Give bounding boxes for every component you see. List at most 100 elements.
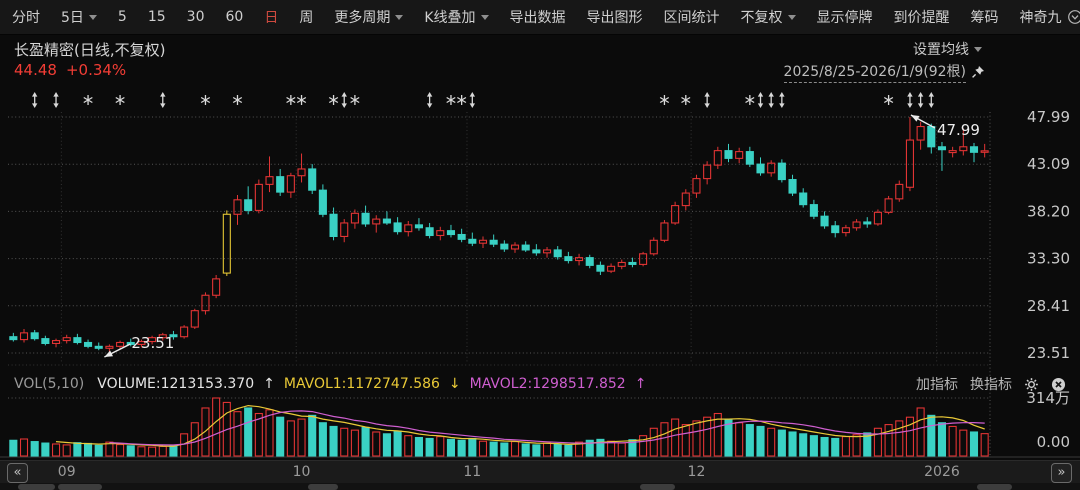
candle[interactable] (478, 236, 488, 249)
volume-bar[interactable] (617, 442, 626, 457)
dividend-star-marker[interactable] (745, 95, 755, 105)
candle[interactable] (276, 168, 285, 196)
volume-bar[interactable] (201, 407, 210, 457)
volume-bar[interactable] (19, 438, 29, 457)
tab-15min[interactable]: 15 (147, 9, 166, 25)
candle[interactable] (959, 128, 968, 156)
candle[interactable] (233, 194, 242, 225)
volume-bar[interactable] (393, 430, 402, 457)
candle[interactable] (244, 186, 253, 215)
button-range-stats[interactable]: 区间统计 (663, 10, 720, 26)
candle[interactable] (329, 207, 338, 241)
volume-bar[interactable] (105, 441, 114, 457)
scrollbar-segment[interactable] (977, 484, 1012, 490)
announcement-updown-marker[interactable] (53, 92, 59, 108)
candle[interactable] (414, 218, 423, 231)
volume-bar[interactable] (308, 414, 317, 457)
dividend-star-marker[interactable] (200, 95, 211, 105)
volume-bar[interactable] (372, 431, 381, 457)
candle[interactable] (404, 221, 413, 237)
candle[interactable] (510, 242, 520, 253)
candle[interactable] (190, 308, 199, 329)
candle[interactable] (222, 210, 231, 276)
volume-bar[interactable] (596, 438, 605, 457)
candle[interactable] (852, 219, 861, 231)
ma-settings-button[interactable]: 设置均线 (913, 39, 982, 59)
volume-bar[interactable] (628, 439, 637, 457)
volume-bar[interactable] (575, 441, 584, 457)
scrollbar-segment[interactable] (18, 484, 55, 490)
volume-bar[interactable] (478, 440, 488, 457)
volume-bar[interactable] (148, 446, 157, 457)
button-chips[interactable]: 筹码 (970, 10, 999, 26)
volume-bar[interactable] (361, 426, 370, 457)
candle[interactable] (297, 153, 306, 183)
candle[interactable] (713, 146, 722, 169)
candle[interactable] (532, 244, 541, 256)
announcement-updown-marker[interactable] (704, 92, 710, 108)
candle[interactable] (500, 240, 509, 252)
volume-bar[interactable] (841, 436, 850, 457)
candle[interactable] (265, 156, 274, 193)
tab-minute[interactable]: 分时 (12, 10, 40, 26)
volume-bar[interactable] (948, 425, 957, 457)
candle[interactable] (681, 189, 690, 211)
candle[interactable] (84, 339, 93, 349)
candle[interactable] (30, 329, 39, 341)
volume-bar[interactable] (489, 441, 498, 457)
volume-bar[interactable] (62, 444, 71, 457)
candle[interactable] (489, 234, 498, 248)
volume-bar[interactable] (500, 442, 509, 457)
volume-bar[interactable] (457, 439, 466, 457)
menu-more-periods[interactable]: 更多周期 (334, 7, 404, 27)
candle[interactable] (51, 338, 61, 348)
volume-bar[interactable] (905, 416, 914, 457)
volume-bar[interactable] (639, 435, 648, 457)
candle[interactable] (916, 121, 925, 150)
candle[interactable] (286, 172, 295, 198)
volume-bar[interactable] (222, 401, 231, 457)
candle[interactable] (905, 117, 914, 192)
candle[interactable] (169, 330, 178, 340)
announcement-updown-marker[interactable] (757, 92, 764, 108)
candle[interactable] (575, 253, 584, 266)
volume-bar[interactable] (41, 442, 50, 457)
candle[interactable] (660, 220, 669, 243)
candle[interactable] (895, 180, 904, 202)
volume-bar[interactable] (350, 429, 359, 457)
volume-bar[interactable] (660, 422, 669, 457)
tab-5min[interactable]: 5 (117, 9, 127, 25)
volume-bar[interactable] (980, 433, 989, 457)
volume-bar[interactable] (532, 444, 541, 457)
volume-bar[interactable] (30, 441, 39, 457)
candle[interactable] (703, 161, 712, 185)
candle[interactable] (254, 179, 263, 214)
announcement-updown-marker[interactable] (341, 92, 347, 108)
volume-bar[interactable] (446, 438, 456, 457)
candle[interactable] (62, 334, 71, 344)
menu-kline-overlay[interactable]: K线叠加 (424, 7, 489, 27)
dividend-star-marker[interactable] (446, 95, 456, 105)
volume-bar[interactable] (553, 443, 562, 457)
volume-bar[interactable] (9, 439, 18, 457)
menu-magic-nine[interactable]: 神奇九 (1020, 7, 1080, 27)
candle[interactable] (809, 199, 818, 220)
volume-bar[interactable] (671, 418, 680, 457)
volume-bar[interactable] (276, 416, 285, 457)
tab-5day[interactable]: 5日 (61, 7, 97, 27)
dividend-star-marker[interactable] (659, 95, 670, 105)
announcement-updown-marker[interactable] (31, 92, 38, 108)
candle[interactable] (799, 188, 808, 208)
volume-bar[interactable] (884, 424, 893, 457)
dividend-star-marker[interactable] (457, 95, 467, 105)
volume-bar[interactable] (158, 445, 167, 457)
candle[interactable] (831, 221, 840, 238)
dividend-star-marker[interactable] (883, 95, 894, 105)
dividend-star-marker[interactable] (296, 95, 307, 105)
candle[interactable] (148, 335, 157, 345)
candle[interactable] (436, 226, 445, 241)
volume-bar[interactable] (745, 424, 754, 457)
announcement-updown-marker[interactable] (907, 92, 913, 108)
candle[interactable] (617, 259, 626, 270)
candle[interactable] (361, 205, 370, 227)
